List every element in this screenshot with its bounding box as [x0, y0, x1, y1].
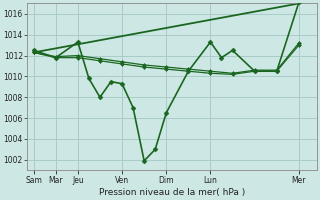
X-axis label: Pression niveau de la mer( hPa ): Pression niveau de la mer( hPa ) [99, 188, 245, 197]
